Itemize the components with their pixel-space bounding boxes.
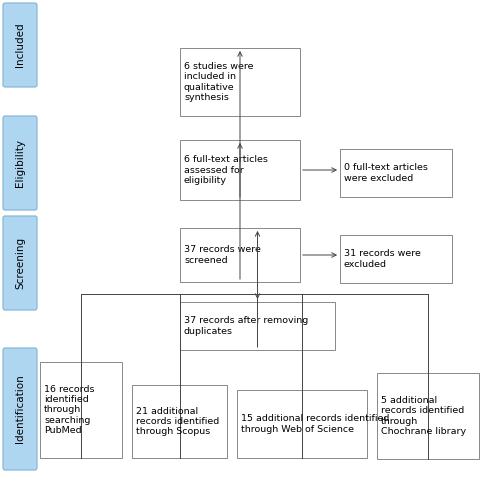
FancyBboxPatch shape: [180, 228, 300, 282]
FancyBboxPatch shape: [237, 390, 367, 458]
FancyBboxPatch shape: [3, 116, 37, 210]
FancyBboxPatch shape: [3, 216, 37, 310]
Text: Eligibility: Eligibility: [15, 139, 25, 187]
Text: 37 records after removing
duplicates: 37 records after removing duplicates: [184, 316, 308, 336]
Text: 15 additional records identified
through Web of Science: 15 additional records identified through…: [241, 414, 390, 434]
Text: Identification: Identification: [15, 375, 25, 444]
Text: 0 full-text articles
were excluded: 0 full-text articles were excluded: [344, 163, 428, 183]
FancyBboxPatch shape: [3, 3, 37, 87]
FancyBboxPatch shape: [3, 348, 37, 470]
FancyBboxPatch shape: [40, 362, 122, 458]
FancyBboxPatch shape: [180, 302, 335, 350]
FancyBboxPatch shape: [180, 48, 300, 116]
FancyBboxPatch shape: [132, 385, 227, 458]
Text: 16 records
identified
through
searching
PubMed: 16 records identified through searching …: [44, 385, 94, 435]
Text: 6 studies were
included in
qualitative
synthesis: 6 studies were included in qualitative s…: [184, 62, 254, 102]
Text: 37 records were
screened: 37 records were screened: [184, 245, 261, 265]
Text: Screening: Screening: [15, 237, 25, 289]
FancyBboxPatch shape: [180, 140, 300, 200]
Text: Included: Included: [15, 22, 25, 67]
FancyBboxPatch shape: [377, 373, 479, 459]
FancyBboxPatch shape: [340, 235, 452, 283]
Text: 21 additional
records identified
through Scopus: 21 additional records identified through…: [136, 407, 219, 436]
Text: 31 records were
excluded: 31 records were excluded: [344, 250, 421, 269]
Text: 6 full-text articles
assessed for
eligibility: 6 full-text articles assessed for eligib…: [184, 155, 268, 185]
FancyBboxPatch shape: [340, 149, 452, 197]
Text: 5 additional
records identified
through
Chochrane library: 5 additional records identified through …: [381, 396, 466, 436]
